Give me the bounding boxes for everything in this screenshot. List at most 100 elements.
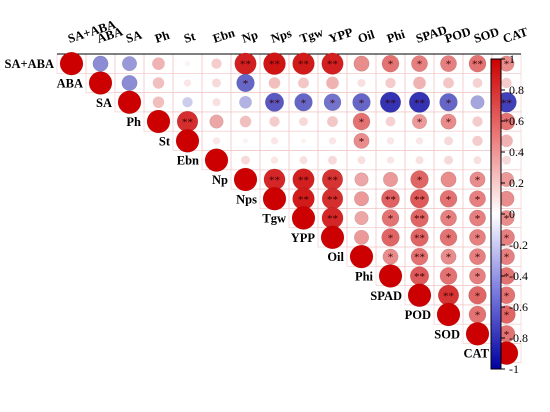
- corr-circle: [382, 248, 399, 265]
- corr-circle: [472, 135, 483, 146]
- corr-circle: [269, 116, 280, 127]
- corr-circle: [292, 52, 315, 75]
- significance-mark: *: [475, 232, 481, 244]
- significance-mark: **: [327, 59, 338, 71]
- corr-circle: [440, 248, 457, 265]
- corr-circle: [209, 114, 224, 129]
- row-label: SA: [96, 96, 112, 110]
- significance-mark: *: [417, 59, 423, 71]
- corr-circle: [264, 92, 285, 112]
- corr-circle: [379, 91, 402, 113]
- corr-circle: [410, 170, 429, 189]
- corr-circle: [410, 247, 429, 266]
- corr-circle: [469, 171, 486, 188]
- significance-mark: *: [243, 78, 249, 90]
- corr-circle: [357, 78, 366, 87]
- corr-circle: [500, 134, 513, 148]
- corr-circle: [385, 116, 396, 127]
- column-label: Np: [240, 28, 260, 46]
- significance-mark: *: [446, 194, 452, 206]
- corr-circle: [294, 93, 313, 112]
- corr-circle: [262, 187, 287, 211]
- row-label: YPP: [291, 231, 316, 245]
- corr-circle: [326, 76, 339, 90]
- corr-circle: [175, 129, 200, 153]
- significance-mark: *: [388, 59, 394, 71]
- corr-circle: [469, 190, 486, 208]
- corr-circle: [386, 156, 395, 164]
- corr-circle: [440, 113, 457, 130]
- corr-circle: [472, 78, 483, 88]
- corr-circle: [415, 137, 424, 145]
- colorbar-tick-label: -1: [509, 362, 519, 376]
- corr-circle: [299, 156, 308, 165]
- row-label: SA+ABA: [5, 57, 55, 71]
- significance-mark: **: [269, 97, 280, 109]
- corr-circle: [328, 155, 337, 165]
- colorbar-tick-label: -0.2: [509, 238, 528, 252]
- corr-circle: [263, 52, 286, 75]
- significance-mark: *: [446, 271, 452, 283]
- row-label: ABA: [57, 76, 83, 90]
- significance-mark: *: [504, 310, 510, 322]
- corr-circle: [92, 55, 109, 72]
- corr-circle: [204, 148, 229, 172]
- significance-mark: *: [504, 117, 510, 129]
- corr-circle: [349, 244, 374, 269]
- corr-circle: [239, 95, 252, 109]
- corr-circle: [501, 77, 512, 89]
- corr-circle: [469, 209, 486, 227]
- corr-circle: [270, 137, 279, 145]
- significance-mark: *: [388, 213, 394, 225]
- corr-circle: [353, 229, 370, 245]
- corr-circle: [88, 71, 113, 95]
- correlation-circles: [59, 51, 519, 365]
- column-label: Ph: [153, 28, 171, 46]
- significance-mark: **: [501, 97, 512, 109]
- column-label: Oil: [356, 27, 377, 46]
- corr-circle: [184, 61, 191, 67]
- column-label: Nps: [269, 26, 293, 46]
- significance-mark: *: [475, 213, 481, 225]
- column-label: CAT: [501, 24, 530, 45]
- colorbar-tick-label: -0.8: [509, 331, 528, 345]
- corr-circle: [381, 189, 400, 209]
- significance-mark: *: [359, 117, 365, 129]
- corr-circle: [439, 228, 458, 247]
- significance-mark: **: [472, 59, 483, 71]
- corr-circle: [152, 96, 165, 108]
- corr-circle: [242, 138, 249, 144]
- significance-mark: *: [475, 290, 481, 302]
- row-label: Phi: [355, 269, 374, 283]
- row-label: CAT: [464, 347, 490, 361]
- corr-circle: [472, 116, 483, 127]
- row-label: Ebn: [177, 154, 199, 168]
- corr-circle: [270, 156, 279, 164]
- corr-circle: [386, 137, 395, 145]
- corr-circle: [381, 228, 400, 247]
- corr-circle: [465, 322, 490, 346]
- significance-mark: *: [504, 290, 510, 302]
- corr-circle: [152, 57, 165, 70]
- significance-mark: **: [443, 290, 454, 302]
- corr-circle: [473, 156, 482, 165]
- corr-circle: [241, 155, 250, 165]
- corr-circle: [117, 90, 142, 114]
- significance-marks: ** ** ** ** * * * ** **** * * * ** ** * **** * * * **** ** **…: [182, 59, 512, 341]
- corr-circle: [357, 156, 366, 165]
- significance-mark: **: [298, 59, 309, 71]
- corr-circle: [411, 55, 428, 73]
- column-label: Phi: [385, 27, 407, 46]
- column-label: SOD: [472, 25, 501, 46]
- significance-mark: *: [475, 252, 481, 264]
- corr-circle: [239, 115, 252, 128]
- corr-circle: [354, 210, 369, 226]
- significance-mark: **: [414, 97, 425, 109]
- significance-mark: *: [504, 271, 510, 283]
- significance-mark: *: [417, 117, 423, 129]
- colorbar-tick-label: -0.4: [509, 269, 528, 283]
- significance-mark: **: [269, 59, 280, 71]
- corr-circle: [212, 78, 221, 88]
